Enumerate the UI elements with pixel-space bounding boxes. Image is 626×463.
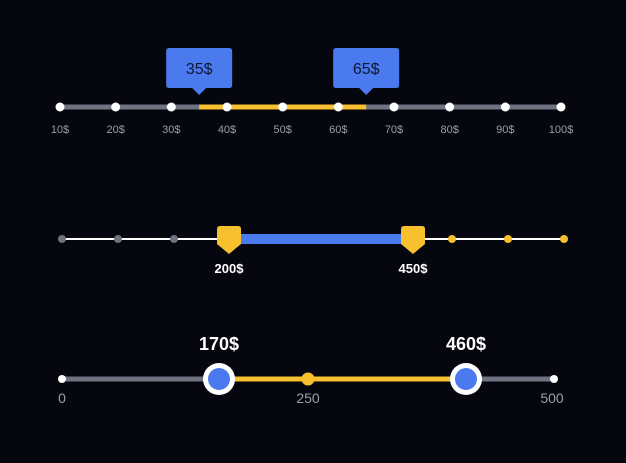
slider-1-tick-label: 100$ bbox=[549, 124, 573, 136]
slider-2-low-value-label: 200$ bbox=[215, 261, 245, 276]
slider-3-midpoint-dot bbox=[301, 372, 315, 386]
slider-3-high-handle[interactable] bbox=[450, 363, 482, 395]
range-slider-2[interactable]: 200$ 450$ bbox=[58, 226, 568, 276]
slider-3-tick-label: 0 bbox=[58, 390, 66, 406]
slider-2-high-handle[interactable] bbox=[401, 226, 425, 254]
slider-1-tick-dot bbox=[389, 102, 399, 112]
slider-3-start-dot bbox=[58, 375, 66, 383]
slider-1-high-value-label: 65$ bbox=[353, 61, 380, 78]
slider-1-tick-dot bbox=[445, 102, 455, 112]
slider-2-low-handle[interactable] bbox=[217, 226, 241, 254]
slider-3-tick-label: 500 bbox=[540, 390, 564, 406]
slider-1-tick-label: 10$ bbox=[51, 124, 69, 136]
slider-2-step-dot bbox=[170, 235, 178, 243]
slider-1-tick-dot bbox=[166, 102, 176, 112]
slider-1-low-value-bubble[interactable] bbox=[166, 48, 233, 95]
slider-1-tick-dot bbox=[55, 102, 65, 112]
slider-1-tick-label: 30$ bbox=[162, 124, 180, 136]
slider-1-low-handle[interactable]: 35$ bbox=[166, 48, 233, 95]
slider-2-step-dot bbox=[448, 235, 456, 243]
slider-1-tick-label: 20$ bbox=[106, 124, 124, 136]
range-slider-1[interactable]: 10$ 20$ 30$ 40$ 50$ 60$ 70$ 80$ 90$ 100$ 35$ 65$ bbox=[51, 48, 573, 136]
slider-3-high-value-label: 460$ bbox=[446, 334, 486, 354]
slider-2-selected-range bbox=[229, 234, 413, 244]
slider-1-tick-dot bbox=[500, 102, 510, 112]
slider-1-tick-label: 50$ bbox=[273, 124, 291, 136]
slider-1-tick-label: 60$ bbox=[329, 124, 347, 136]
slider-1-tick-dot bbox=[222, 102, 232, 112]
slider-2-step-dot bbox=[114, 235, 122, 243]
slider-1-tick-label: 90$ bbox=[496, 124, 514, 136]
slider-1-tick-dot bbox=[111, 102, 121, 112]
slider-3-tick-label: 250 bbox=[296, 390, 320, 406]
slider-1-high-value-bubble[interactable] bbox=[333, 48, 400, 95]
slider-3-end-dot bbox=[550, 375, 558, 383]
slider-3-low-handle[interactable] bbox=[203, 363, 235, 395]
slider-2-step-dot bbox=[560, 235, 568, 243]
slider-1-tick-label: 80$ bbox=[440, 124, 458, 136]
slider-2-step-dot bbox=[504, 235, 512, 243]
range-slider-3[interactable]: 170$ 460$ 0 250 500 bbox=[58, 334, 564, 406]
slider-1-high-handle[interactable]: 65$ bbox=[333, 48, 400, 95]
slider-1-tick-dot bbox=[278, 102, 288, 112]
slider-2-step-dot bbox=[58, 235, 66, 243]
slider-2-high-value-label: 450$ bbox=[399, 261, 429, 276]
slider-3-low-value-label: 170$ bbox=[199, 334, 239, 354]
slider-1-tick-dot bbox=[333, 102, 343, 112]
slider-1-tick-label: 70$ bbox=[385, 124, 403, 136]
slider-1-tick-label: 40$ bbox=[218, 124, 236, 136]
slider-1-low-value-label: 35$ bbox=[186, 61, 213, 78]
slider-1-tick-dot bbox=[556, 102, 566, 112]
